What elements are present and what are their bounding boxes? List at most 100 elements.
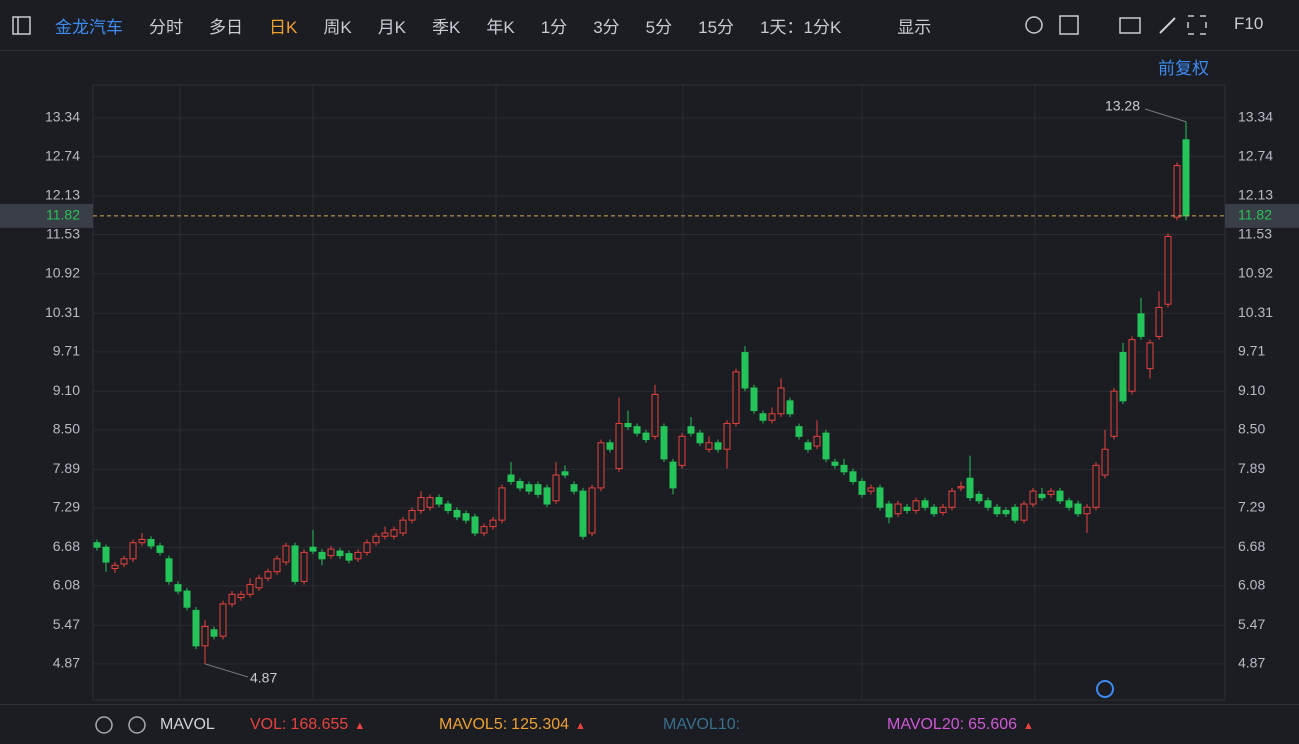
indicator-value: 125.304	[511, 716, 570, 733]
candle-body	[435, 497, 443, 505]
candle-body	[786, 400, 794, 415]
candle-body	[687, 426, 695, 434]
y-tick-label-right: 9.10	[1238, 382, 1265, 398]
candle-body	[1119, 352, 1127, 402]
candle-body	[813, 435, 821, 447]
candle-body	[210, 629, 218, 637]
candle-body	[678, 435, 686, 466]
candle-body	[1101, 448, 1109, 476]
tab[interactable]: 3分	[593, 17, 620, 37]
tab[interactable]: 月K	[377, 17, 407, 37]
candle-body	[237, 593, 245, 599]
y-tick-label: 4.87	[53, 655, 80, 671]
y-tick-label-right: 9.71	[1238, 343, 1265, 359]
candle-body	[120, 558, 128, 565]
candle-body	[1146, 342, 1154, 370]
max-label: 13.28	[1105, 98, 1140, 114]
candle-body	[309, 546, 317, 552]
indicator-settings[interactable]	[95, 716, 113, 734]
candle-body	[696, 432, 704, 444]
y-tick-label: 13.34	[45, 109, 80, 125]
y-tick-label-right: 13.34	[1238, 109, 1273, 125]
y-tick-label-right: 11.53	[1238, 225, 1272, 241]
indicator-label: MAVOL10:	[663, 716, 741, 733]
y-tick-label: 7.89	[53, 460, 80, 476]
tab-group: 分时 多日 日K 周K 月K 季K 年K 1分 3分 5分 15分	[149, 13, 760, 38]
candle-body	[849, 471, 857, 482]
candle-body	[867, 487, 875, 492]
tab[interactable]: 5分	[645, 17, 673, 37]
candle-body	[543, 487, 551, 505]
min-pointer	[204, 663, 249, 678]
f10[interactable]: F10	[1234, 14, 1264, 33]
candle-body	[957, 486, 965, 489]
candle-body	[282, 545, 290, 563]
tab[interactable]: 分时	[149, 17, 183, 37]
candle-body	[138, 538, 146, 544]
draw-icon[interactable]	[1159, 17, 1176, 34]
y-tick-label-right: 12.13	[1238, 187, 1273, 203]
y-tick-label-right: 7.89	[1238, 460, 1265, 476]
candle-body	[201, 626, 209, 647]
y-tick-label-right: 7.29	[1238, 499, 1265, 515]
candle-body	[741, 352, 749, 389]
candle-body	[354, 551, 362, 560]
stock-name[interactable]: 金龙汽车	[55, 17, 123, 37]
candle-body	[336, 550, 344, 557]
candle-body	[192, 609, 200, 647]
toolbar: 金龙汽车 分时 多日 日K 周K 月K 季K 年K 1分 3分 5分 15分 1天：1分K 显示 F…	[0, 0, 1299, 51]
indicator-value: 168.655	[290, 716, 349, 733]
candle-body	[714, 442, 722, 450]
candle-body	[444, 503, 452, 511]
settings-icon[interactable]	[1025, 16, 1043, 34]
candle-body	[660, 426, 668, 460]
y-tick-label: 12.13	[45, 187, 80, 203]
candle-body	[948, 490, 956, 508]
candle-body	[408, 509, 416, 521]
candle-body	[318, 551, 326, 560]
candle-body	[516, 480, 524, 489]
indicator-item: MAVOL5: 125.304 ▲	[439, 716, 649, 734]
candle-body	[1038, 493, 1046, 499]
candle-body	[1164, 235, 1172, 305]
candle-body	[480, 526, 488, 534]
chart: 13.34 13.34 12.74 12.74 12.13 12.13 11.53 11.53…	[0, 84, 1299, 701]
tab[interactable]: 多日	[209, 17, 243, 37]
camera-icon[interactable]	[1119, 17, 1141, 34]
candle-body	[291, 545, 299, 582]
display-menu[interactable]: 显示	[897, 17, 932, 37]
y-tick-label: 12.74	[45, 147, 80, 163]
fullscreen-icon[interactable]	[1187, 15, 1207, 35]
tab[interactable]: 年K	[486, 17, 515, 37]
mode-select[interactable]: 1天：1分K	[760, 17, 842, 37]
tab[interactable]: 1分	[540, 17, 568, 37]
tab[interactable]: 15分	[698, 17, 735, 37]
candle-body	[768, 413, 776, 421]
indicator-name[interactable]: MAVOL	[160, 716, 215, 733]
candle-body	[498, 487, 506, 521]
tab[interactable]: 周K	[323, 17, 352, 37]
candle-body	[1047, 490, 1055, 495]
last-price-box-right	[1225, 203, 1299, 228]
candle-body	[570, 484, 578, 492]
candle-body	[1056, 490, 1064, 502]
candle-body	[705, 442, 713, 450]
candle-body	[822, 432, 830, 460]
tab[interactable]: 季K	[432, 17, 461, 37]
tab[interactable]: 日K	[269, 17, 298, 37]
candle-body	[363, 542, 371, 553]
candle-body	[561, 471, 569, 476]
candle-body	[723, 422, 731, 450]
indicator-close[interactable]	[128, 716, 146, 734]
candle-body	[750, 387, 758, 412]
candle-body	[1137, 313, 1145, 337]
candle-body	[183, 590, 191, 608]
candle-body	[975, 493, 983, 502]
candle-body	[174, 584, 182, 592]
box-icon[interactable]	[1059, 15, 1079, 35]
adjust-mode[interactable]: 前复权	[1158, 59, 1209, 78]
indicator-item: MAVOL20: 65.606 ▲	[887, 716, 1097, 734]
candle-body	[372, 535, 380, 544]
indicator-item: MAVOL10:	[663, 716, 873, 734]
sidebar-icon[interactable]	[12, 16, 32, 36]
